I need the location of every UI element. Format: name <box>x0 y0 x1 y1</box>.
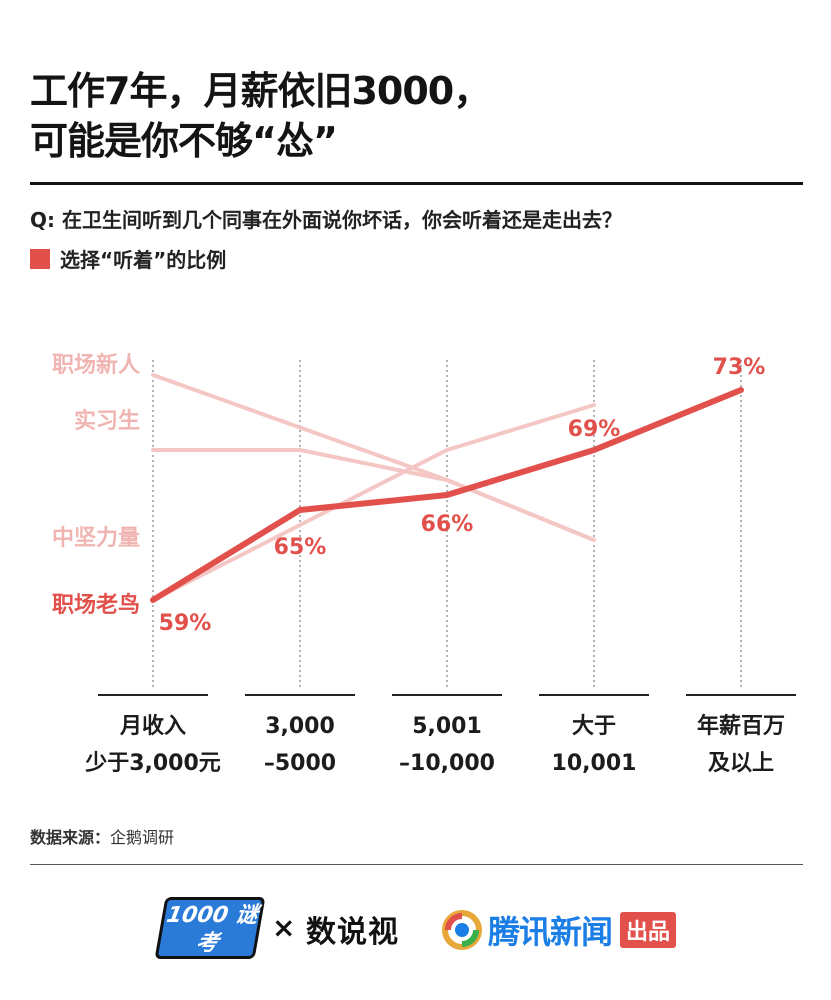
data-label: 65% <box>274 535 327 560</box>
legend-swatch <box>30 248 50 269</box>
series-label: 职场新人 <box>52 352 140 378</box>
show-logo: 1000 谜考 <box>154 897 266 959</box>
tencent-news-logo: 腾讯新闻 出品 <box>442 907 677 953</box>
x-tick-label: 大于 <box>572 714 616 739</box>
x-tick-label: 少于3,000元 <box>84 751 221 776</box>
data-label: 66% <box>421 512 474 537</box>
data-label: 69% <box>568 417 621 442</box>
tencent-news-text: 腾讯新闻 <box>488 913 613 951</box>
data-source-label: 数据来源： <box>30 828 111 847</box>
x-tick-label: –5000 <box>264 751 336 776</box>
x-tick-label: 5,001 <box>412 714 482 739</box>
series-line <box>151 403 596 602</box>
x-tick-label: 月收入 <box>119 713 186 739</box>
produced-badge: 出品 <box>620 912 677 948</box>
series-label: 中坚力量 <box>52 526 140 551</box>
x-tick-label: 及以上 <box>708 751 774 776</box>
x-tick-label: 年薪百万 <box>697 713 785 739</box>
series-line <box>150 387 744 603</box>
legend-label: 选择“听着”的比例 <box>60 248 227 272</box>
shushi-logo: 数说视 <box>306 915 399 950</box>
x-tick-label: 3,000 <box>265 714 335 739</box>
series-line <box>151 448 596 542</box>
brand-separator: × <box>272 911 296 944</box>
title-divider <box>30 182 803 185</box>
x-tick-label: –10,000 <box>399 751 495 776</box>
legend: 选择“听着”的比例 <box>30 244 226 273</box>
x-tick-label: 10,001 <box>552 751 637 776</box>
chart-title: 工作7年，月薪依旧3000， 可能是你不够“怂” <box>30 66 810 166</box>
data-source: 数据来源：企鹅调研 <box>30 824 174 848</box>
data-label: 73% <box>713 355 766 380</box>
data-source-value: 企鹅调研 <box>110 828 175 847</box>
title-line-2: 可能是你不够“怂” <box>30 119 338 163</box>
question-text: Q: 在卫生间听到几个同事在外面说你坏话，你会听着还是走出去？ <box>30 208 622 232</box>
tencent-news-icon <box>442 910 482 950</box>
series-label: 实习生 <box>74 408 140 434</box>
title-line-1: 工作7年，月薪依旧3000， <box>30 69 491 113</box>
show-logo-text: 1000 谜考 <box>164 903 260 956</box>
brand-row: 1000 谜考 × 数说视 腾讯新闻 出品 <box>154 895 720 965</box>
data-label: 59% <box>159 611 212 636</box>
series-line <box>151 373 596 542</box>
series-label: 职场老鸟 <box>52 592 140 618</box>
footer-divider <box>30 864 803 865</box>
